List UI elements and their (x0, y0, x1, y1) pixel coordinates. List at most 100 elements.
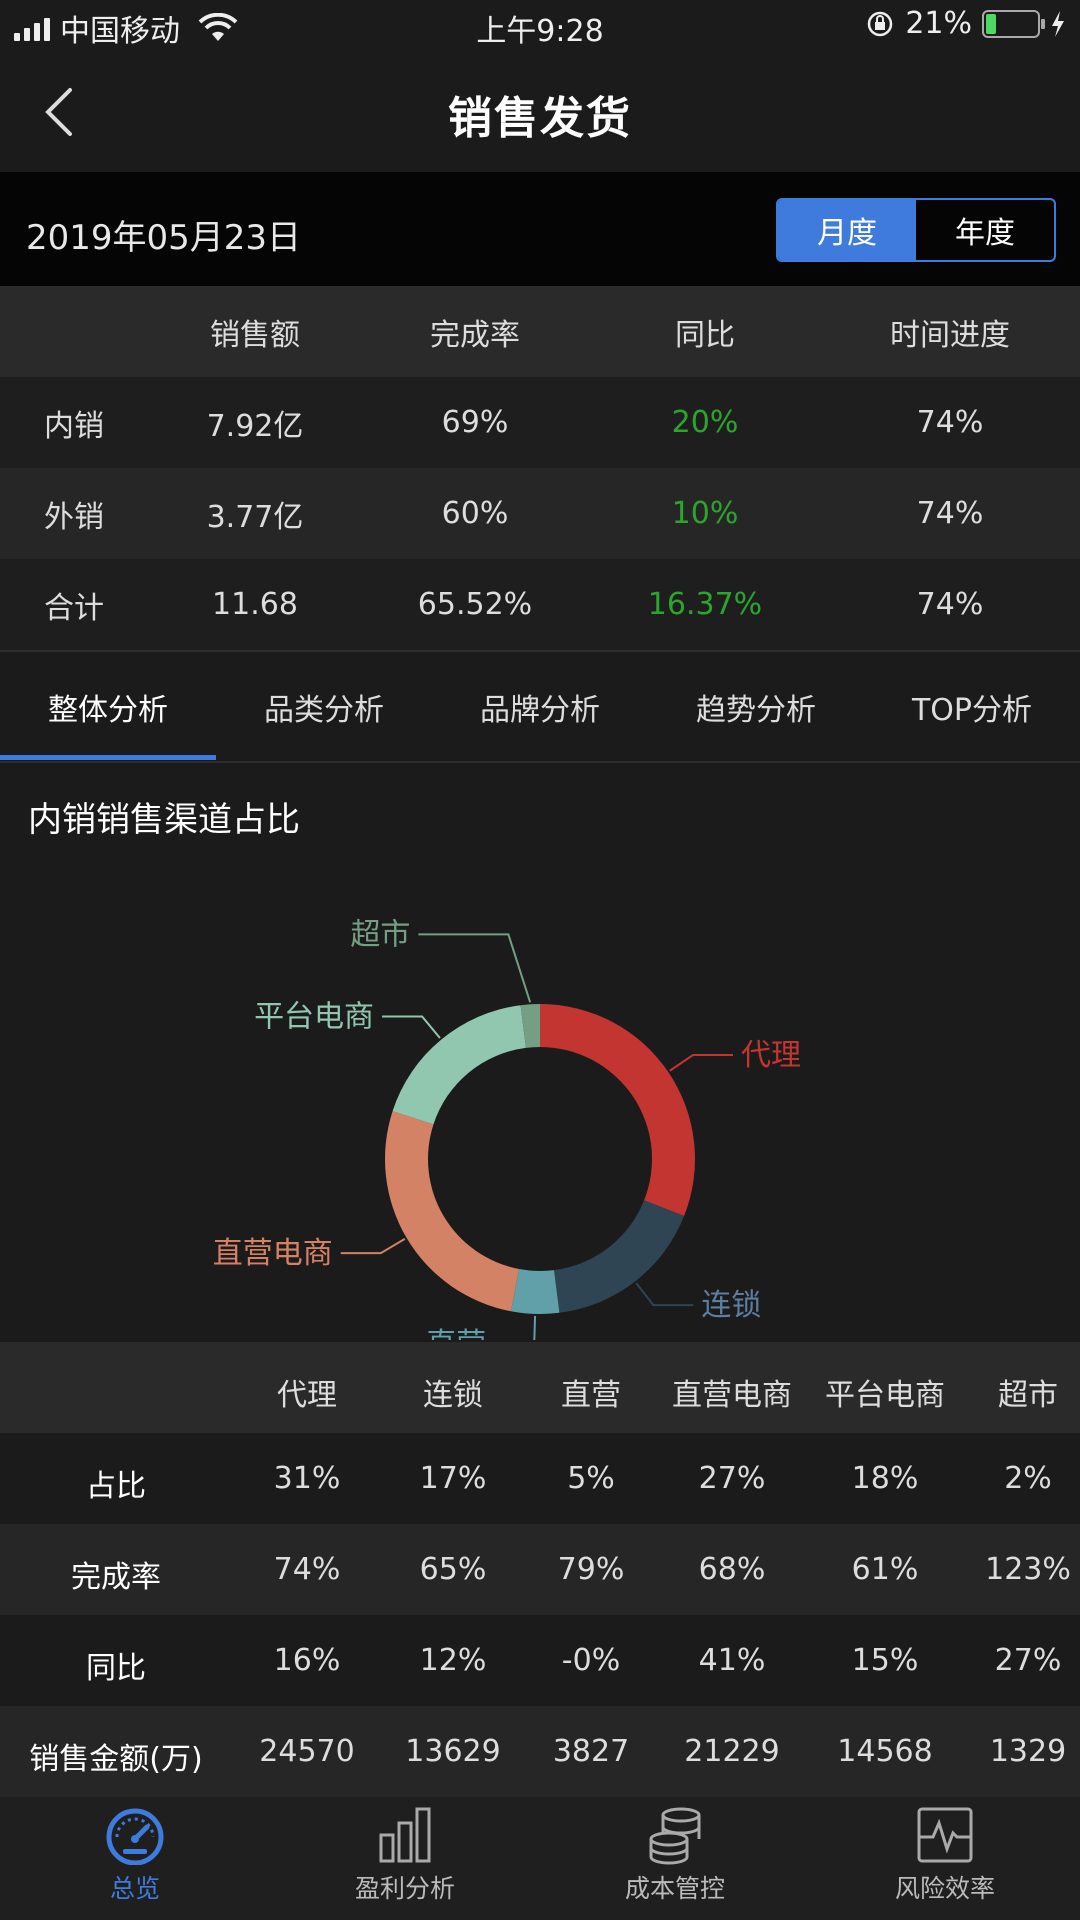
bottom-tab-label: 盈利分析 (354, 1874, 455, 1903)
bottom-tab-risk[interactable]: 风险效率 (810, 1805, 1080, 1905)
row-label: 外销 (44, 499, 104, 535)
nav-bar: 销售发货 (0, 52, 1080, 172)
table-cell: 14568 (837, 1734, 933, 1769)
battery-icon (982, 9, 1045, 38)
sales-value: 11.68 (212, 587, 298, 622)
rotation-lock-icon (868, 11, 893, 36)
donut-slice-2[interactable] (510, 1269, 560, 1314)
table-cell: 61% (851, 1552, 919, 1587)
bottom-tab-overview[interactable]: 总览 (0, 1805, 270, 1905)
table-cell: 15% (851, 1643, 919, 1678)
report-date: 2019年05月23日 (26, 218, 302, 258)
rate-value: 60% (441, 496, 509, 531)
year-toggle-button[interactable]: 年度 (955, 216, 1015, 251)
table-cell: 31% (273, 1461, 341, 1496)
row-label: 内销 (44, 408, 104, 444)
col-header: 平台电商 (825, 1378, 945, 1413)
bottom-tab-label: 总览 (109, 1874, 160, 1903)
page-title: 销售发货 (448, 93, 632, 144)
row-label: 占比 (86, 1469, 146, 1504)
table-cell: 17% (419, 1461, 487, 1496)
bottom-tab-bar: 总览 盈利分析 成本管控 风险效率 (0, 1797, 1080, 1920)
leader-line-4 (382, 1015, 441, 1039)
bottom-tab-label: 风险效率 (894, 1874, 995, 1903)
summary-header-row: 销售额 完成率 同比 时间进度 (0, 286, 1080, 377)
yoy-value: 10% (671, 496, 739, 531)
header-yoy: 同比 (675, 317, 735, 353)
time-progress-value: 74% (916, 405, 984, 440)
slice-label-1: 连锁 (701, 1288, 761, 1323)
table-cell: 65% (419, 1552, 487, 1587)
donut-slice-3[interactable] (385, 1111, 520, 1312)
analysis-tabs: 整体分析 品类分析 品牌分析 趋势分析 TOP分析 (0, 657, 1080, 763)
donut-slice-4[interactable] (392, 1005, 526, 1125)
channel-row-amount: 销售金额(万) 24570 13629 3827 21229 14568 132… (0, 1706, 1080, 1797)
donut-slice-5[interactable] (520, 1004, 540, 1048)
date-bar: 2019年05月23日 月度 年度 (0, 172, 1080, 286)
table-cell: 123% (985, 1552, 1071, 1587)
sales-value: 7.92亿 (206, 408, 304, 444)
summary-row-export: 外销 3.77亿 60% 10% 74% (0, 468, 1080, 559)
table-cell: 3827 (552, 1734, 630, 1769)
battery-percent: 21% (905, 6, 972, 41)
status-bar: 中国移动 上午9:28 21% (0, 0, 1080, 52)
donut-slice-0[interactable] (540, 1004, 695, 1217)
table-cell: 2% (1004, 1461, 1052, 1496)
row-label: 完成率 (71, 1560, 161, 1595)
table-cell: 27% (698, 1461, 766, 1496)
table-cell: -0% (561, 1643, 621, 1678)
time-progress-value: 74% (916, 587, 984, 622)
leader-line-2 (533, 1315, 537, 1340)
tab-brand[interactable]: 品牌分析 (480, 693, 600, 728)
coin-stack-icon (649, 1807, 701, 1865)
month-toggle-button[interactable]: 月度 (778, 200, 916, 260)
table-cell: 12% (419, 1643, 487, 1678)
leader-line-1 (635, 1282, 694, 1307)
slice-label-2: 直营 (426, 1327, 486, 1340)
rate-value: 65.52% (417, 587, 533, 622)
channel-table: 代理 连锁 直营 直营电商 平台电商 超市 占比 31% 17% 5% 27% … (0, 1342, 1080, 1797)
sales-value: 3.77亿 (206, 499, 304, 535)
header-time-progress: 时间进度 (890, 317, 1010, 353)
speedometer-icon (106, 1808, 164, 1865)
carrier-label: 中国移动 (60, 14, 180, 49)
charging-bolt-icon (1052, 10, 1064, 37)
signal-icon (14, 15, 50, 41)
col-header: 代理 (277, 1378, 337, 1413)
table-cell: 13629 (405, 1734, 501, 1769)
row-label: 销售金额(万) (29, 1742, 203, 1777)
bottom-tab-profit[interactable]: 盈利分析 (270, 1805, 540, 1905)
leader-line-0 (669, 1054, 734, 1072)
donut-slice-1[interactable] (554, 1200, 685, 1313)
leader-line-5 (418, 933, 532, 1003)
row-label: 同比 (86, 1651, 146, 1686)
chart-section-title: 内销销售渠道占比 (28, 800, 300, 840)
summary-table: 销售额 完成率 同比 时间进度 内销 7.92亿 69% 20% 74% 外销 … (0, 286, 1080, 652)
tab-overall[interactable]: 整体分析 (48, 693, 168, 728)
active-tab-indicator (0, 755, 216, 760)
table-cell: 27% (994, 1643, 1062, 1678)
rate-value: 69% (441, 405, 509, 440)
channel-row-share: 占比 31% 17% 5% 27% 18% 2% (0, 1433, 1080, 1524)
period-toggle: 月度 年度 (776, 198, 1056, 262)
status-right: 21% (865, 6, 1066, 41)
tab-trend[interactable]: 趋势分析 (696, 693, 816, 728)
slice-label-5: 超市 (350, 917, 410, 952)
row-label: 合计 (44, 590, 104, 626)
leader-line-3 (340, 1238, 406, 1255)
chevron-left-icon[interactable] (40, 86, 80, 138)
status-time: 上午9:28 (476, 14, 604, 49)
wifi-icon (198, 13, 238, 41)
col-header: 直营电商 (672, 1378, 792, 1413)
channel-row-yoy: 同比 16% 12% -0% 41% 15% 27% (0, 1615, 1080, 1706)
tab-top[interactable]: TOP分析 (911, 693, 1033, 728)
col-header: 直营 (561, 1378, 621, 1413)
bottom-tab-label: 成本管控 (624, 1874, 725, 1903)
bottom-tab-cost[interactable]: 成本管控 (540, 1805, 810, 1905)
tab-category[interactable]: 品类分析 (264, 693, 384, 728)
table-cell: 1329 (989, 1734, 1067, 1769)
yoy-value: 20% (671, 405, 739, 440)
table-cell: 68% (698, 1552, 766, 1587)
table-cell: 24570 (259, 1734, 355, 1769)
